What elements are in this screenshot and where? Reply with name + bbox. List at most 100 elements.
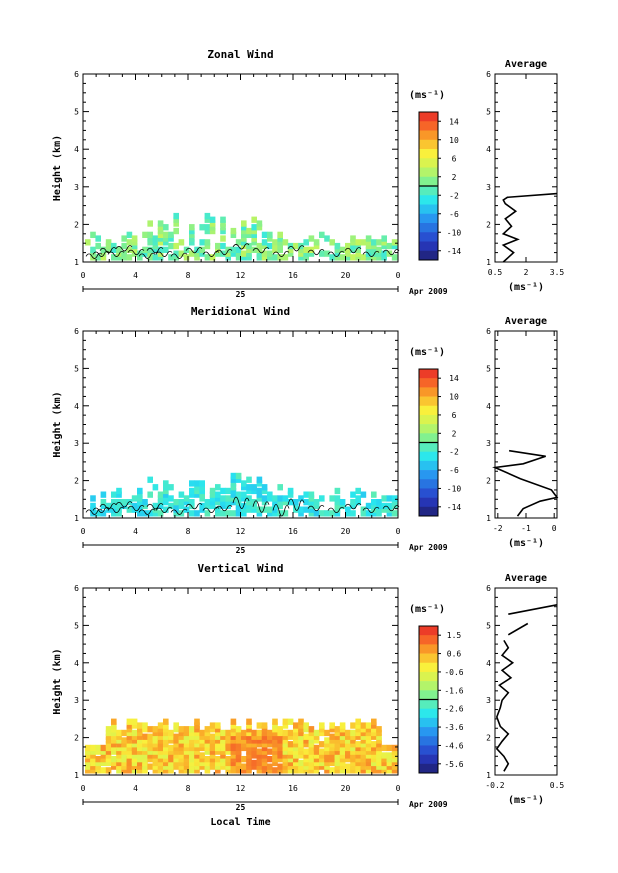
colorbar-band: [419, 451, 438, 462]
heatmap-cell: [339, 752, 346, 759]
profile-x-tick-label: -2: [493, 524, 503, 533]
x-tick-label: 20: [341, 271, 351, 280]
profile-x-tick-label: 0.5: [550, 781, 565, 790]
heatmap-cell: [360, 722, 367, 729]
heatmap-cell: [272, 737, 278, 744]
heatmap-cell: [111, 729, 117, 737]
heatmap-cell: [371, 763, 377, 770]
heatmap-cell: [189, 729, 195, 737]
heatmap-cell: [163, 480, 169, 487]
heatmap-cell: [376, 767, 382, 774]
heatmap-cell: [209, 748, 216, 755]
heatmap-cell: [251, 733, 257, 740]
heatmap-cell: [319, 752, 325, 759]
heatmap-cell: [391, 502, 398, 510]
colorbar-band: [419, 186, 438, 196]
heatmap-cell: [298, 506, 304, 513]
heatmap-cell: [251, 246, 257, 253]
heatmap-cell: [287, 491, 294, 498]
contour-line: [185, 503, 203, 510]
heatmap-cell: [267, 250, 273, 257]
heatmap-cell: [360, 729, 367, 737]
heatmap-cell: [209, 737, 216, 744]
heatmap-cell: [360, 491, 367, 498]
heatmap-cell: [261, 733, 268, 740]
heatmap-cell: [209, 502, 216, 510]
heatmap-cell: [308, 767, 315, 774]
heatmap-cell: [126, 767, 133, 774]
heatmap-cell: [230, 472, 237, 480]
heatmap-cell: [230, 748, 237, 755]
heatmap-cell: [220, 748, 226, 755]
heatmap-cell: [282, 737, 289, 744]
heatmap-cell: [111, 741, 117, 748]
heatmap-cell: [334, 737, 341, 744]
heatmap-cell: [282, 510, 289, 517]
heatmap-cell: [282, 239, 289, 246]
profile-y-tick-label: 6: [486, 327, 491, 336]
average-profile: Average 1 2 3 4 5 6 -0.2 0.5 (ms⁻¹): [485, 573, 564, 806]
heatmap-cell: [355, 254, 361, 261]
heatmap-cell: [147, 748, 153, 755]
heatmap-cell: [313, 759, 320, 767]
colorbar-band: [419, 433, 438, 443]
heatmap-cell: [215, 744, 221, 752]
heatmap-cell: [246, 737, 252, 744]
heatmap-cell: [152, 763, 159, 770]
heatmap-cell: [246, 502, 252, 510]
heatmap-cell: [215, 246, 221, 253]
heatmap-cell: [215, 748, 221, 755]
heatmap-cell: [235, 756, 242, 763]
profile-x-tick-label: 0: [552, 524, 557, 533]
heatmap-cell: [111, 502, 117, 510]
colorbar-band: [419, 681, 438, 691]
heatmap-cell: [282, 495, 289, 502]
heatmap-cell: [287, 250, 294, 257]
heatmap-cell: [209, 227, 216, 235]
heatmap-cell: [189, 250, 195, 257]
heatmap-cell: [209, 741, 216, 748]
heatmap-cell: [386, 502, 393, 510]
heatmap-cell: [178, 759, 185, 767]
heatmap-cell: [105, 239, 112, 246]
contour-line: [85, 508, 103, 515]
heatmap-cell: [365, 235, 372, 242]
heatmap-cell: [90, 506, 96, 513]
heatmap-cell: [215, 733, 221, 740]
heatmap-cell: [116, 510, 122, 517]
heatmap-cell: [220, 763, 226, 770]
heatmap-cell: [178, 729, 185, 737]
heatmap-cell: [313, 242, 320, 250]
heatmap-cell: [256, 491, 263, 498]
heatmap-cell: [183, 748, 190, 755]
heatmap-cell: [116, 763, 122, 770]
colorbar: (ms⁻¹) 1.5 0.6 -0.6 -1.6 -2.6 -3.6 -4.6 -5.6: [409, 604, 464, 774]
profile-y-tick-label: 3: [486, 696, 491, 705]
heatmap-cell: [329, 741, 335, 748]
heatmap-cell: [147, 510, 153, 517]
heatmap-cell: [152, 506, 159, 513]
heatmap-cell: [209, 495, 216, 502]
heatmap-cell: [173, 502, 179, 510]
heatmap-cell: [163, 487, 169, 495]
heatmap-cell: [329, 756, 335, 763]
heatmap-cell: [225, 744, 231, 752]
heatmap-cell: [319, 741, 325, 748]
heatmap-cell: [298, 741, 304, 748]
heatmap-cell: [360, 752, 367, 759]
heatmap-cell: [298, 748, 304, 755]
heatmap-cell: [209, 491, 216, 498]
heatmap-cell: [137, 722, 143, 729]
heatmap-cell: [116, 487, 122, 495]
heatmap-cell: [95, 767, 101, 774]
contour-line: [170, 252, 188, 259]
contour-line: [85, 252, 103, 259]
heatmap-cell: [131, 756, 138, 763]
heatmap-cell: [365, 759, 372, 767]
heatmap-cell: [126, 733, 133, 740]
heatmap-cell: [163, 231, 169, 238]
contour-line: [138, 252, 156, 259]
colorbar-tick-label: 14: [449, 117, 459, 126]
x-tick-label: 4: [133, 271, 138, 280]
colorbar-band: [419, 479, 438, 489]
